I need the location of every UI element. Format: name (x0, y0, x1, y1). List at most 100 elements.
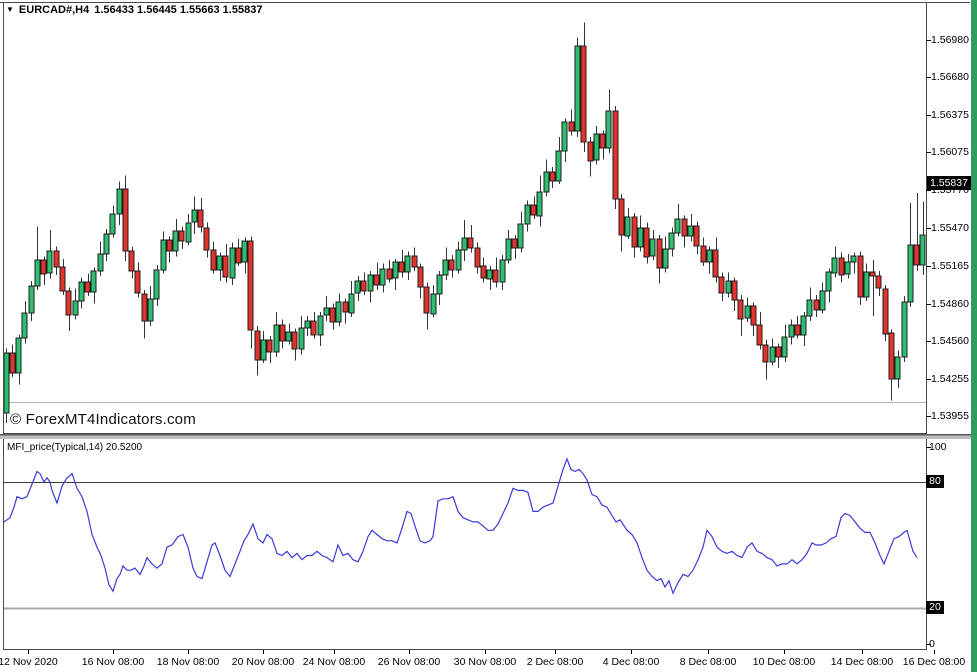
bear-candle (373, 274, 380, 286)
price-tick-label: 1.55470 (931, 222, 969, 234)
watermark-text: © ForexMT4Indicators.com (10, 411, 196, 428)
bear-candle (247, 240, 254, 331)
price-tick-label: 1.54255 (931, 373, 969, 385)
time-tick-label: 8 Dec 08:00 (679, 656, 737, 668)
bull-candle (819, 290, 826, 311)
indicator-name: MFI_price(Typical,14) (7, 442, 104, 453)
candle-wicks (6, 22, 924, 423)
bull-candle (116, 188, 123, 215)
bear-candle (448, 259, 455, 271)
bear-candle (869, 271, 876, 277)
time-tick-label: 26 Nov 08:00 (377, 656, 441, 668)
bear-candle (882, 288, 889, 335)
bull-candle (668, 232, 675, 250)
bull-candle (3, 352, 10, 414)
bear-candle (197, 209, 204, 228)
price-tick-label: 1.53955 (931, 410, 969, 422)
time-tick-label: 24 Nov 08:00 (302, 656, 366, 668)
indicator-scale-label: 0 (929, 638, 935, 650)
time-tick-label: 30 Nov 08:00 (453, 656, 517, 668)
bear-candle (913, 244, 920, 266)
bear-candle (203, 227, 210, 251)
bear-candle (681, 218, 688, 237)
bull-candle (78, 281, 85, 302)
bull-candle (185, 222, 192, 243)
bear-candle (599, 133, 606, 149)
bear-candle (656, 238, 663, 269)
page-background-strip (971, 0, 977, 672)
bull-candle (404, 255, 411, 273)
bull-candle (103, 233, 110, 255)
bear-candle (423, 286, 430, 314)
bull-candle (348, 293, 355, 314)
bull-candle (153, 269, 160, 300)
bull-candle (781, 336, 788, 358)
time-tick-label: 14 Dec 08:00 (830, 656, 894, 668)
bull-candle (894, 356, 901, 380)
bull-candle (323, 307, 330, 316)
time-tick-label: 20 Nov 08:00 (231, 656, 295, 668)
bull-candle (706, 249, 713, 263)
mfi-line (3, 457, 918, 595)
bear-candle (618, 198, 625, 236)
bear-candle (712, 249, 719, 278)
bull-candle (536, 191, 543, 217)
bull-candle (744, 305, 751, 319)
panel-separator[interactable] (0, 435, 971, 440)
bull-candle (28, 285, 35, 314)
bull-candle (574, 45, 581, 132)
bear-candle (128, 250, 135, 272)
bear-candle (59, 266, 66, 292)
indicator-scale-label: 100 (929, 441, 947, 453)
bull-candle (379, 268, 386, 286)
bear-candle (731, 280, 738, 301)
bear-candle (398, 261, 405, 273)
bull-candle (800, 315, 807, 336)
bear-candle (480, 265, 487, 279)
bear-candle (166, 239, 173, 252)
bull-candle (260, 339, 267, 361)
bear-candle (549, 171, 556, 182)
price-tick-label: 1.56980 (931, 34, 969, 46)
bear-candle (254, 330, 261, 361)
bull-candle (72, 300, 79, 316)
bull-candle (298, 327, 305, 350)
bull-candle (392, 261, 399, 279)
chevron-down-icon[interactable]: ▼ (6, 5, 14, 14)
bear-candle (474, 247, 481, 268)
price-tick-label: 1.56680 (931, 71, 969, 83)
bull-candle (901, 301, 908, 358)
bull-candle (593, 133, 600, 161)
bear-candle (210, 249, 217, 271)
bear-candle (266, 339, 273, 353)
time-tick-label: 12 Nov 2020 (0, 656, 58, 668)
bull-candle (543, 171, 550, 193)
bull-candle (831, 257, 838, 274)
bull-candle (229, 247, 236, 279)
price-tick-label: 1.55165 (931, 260, 969, 272)
bull-candle (172, 230, 179, 252)
bear-candle (84, 281, 91, 293)
indicator-label: MFI_price(Typical,14) 20.5200 (7, 442, 142, 453)
bear-candle (580, 45, 587, 143)
bull-candle (335, 301, 342, 323)
bear-candle (693, 225, 700, 247)
bear-candle (417, 266, 424, 288)
indicator-level-label: 20 (926, 601, 944, 614)
bear-candle (511, 238, 518, 249)
bull-candle (806, 299, 813, 317)
bear-candle (141, 293, 148, 322)
bull-candle (505, 238, 512, 261)
bull-candle (160, 239, 167, 271)
bear-candle (329, 307, 336, 323)
bear-candle (40, 259, 47, 275)
bull-candle (687, 225, 694, 237)
bull-candle (46, 250, 53, 274)
chart-title: ▼ EURCAD#,H4 1.56433 1.56445 1.55663 1.5… (6, 4, 262, 16)
bull-candle (455, 249, 462, 271)
bear-candle (700, 245, 707, 263)
bull-candle (461, 237, 468, 251)
price-tick-label: 1.54860 (931, 298, 969, 310)
bull-candle (907, 244, 914, 303)
